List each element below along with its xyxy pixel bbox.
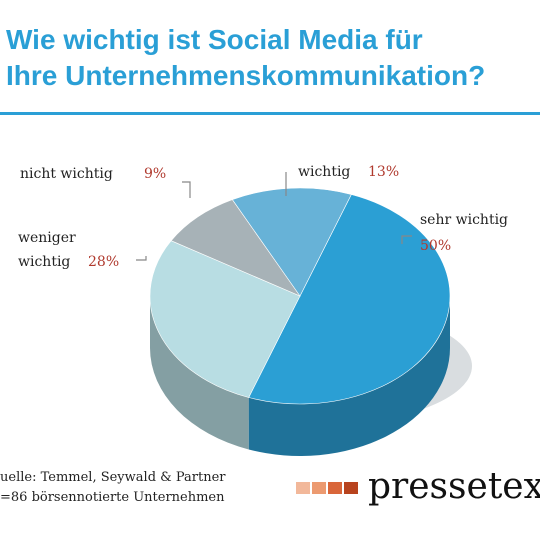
brand-square — [344, 482, 358, 494]
label-nicht-wichtig: nicht wichtig — [20, 166, 113, 182]
pie-slice-wichtig — [231, 187, 352, 297]
value-nicht-wichtig: 9% — [144, 166, 166, 182]
chart-title: Wie wichtig ist Social Media für Ihre Un… — [6, 22, 540, 94]
value-wichtig: 13% — [368, 164, 399, 180]
leader-weniger-wichtig — [136, 256, 147, 261]
title-divider — [0, 112, 540, 115]
label-sehr-wichtig: sehr wichtig — [420, 212, 508, 228]
title-line-1: Wie wichtig ist Social Media für — [6, 24, 423, 55]
sample-line: =86 börsennotierte Unternehmen — [0, 490, 225, 505]
label-weniger-wichtig-b: wichtig — [18, 254, 70, 270]
pie-slice-sehr-wichtig — [248, 194, 451, 405]
pie-side-sehr-wichtig — [248, 296, 450, 456]
brand-square — [312, 482, 326, 494]
brand-squares — [296, 482, 358, 494]
brand-logo: pressetex — [368, 466, 540, 507]
title-line-2: Ihre Unternehmenskommunikation? — [6, 60, 486, 91]
label-weniger-wichtig-a: weniger — [18, 230, 76, 246]
label-wichtig: wichtig — [298, 164, 350, 180]
leader-sehr-wichtig — [401, 235, 412, 244]
pie-side-weniger-wichtig — [150, 296, 249, 450]
pie-slice-nicht-wichtig — [170, 199, 301, 297]
value-weniger-wichtig: 28% — [88, 254, 119, 270]
brand-square — [296, 482, 310, 494]
pie-slice-weniger-wichtig — [149, 240, 301, 398]
leader-nicht-wichtig — [182, 181, 191, 198]
source-line: uelle: Temmel, Seywald & Partner — [0, 470, 226, 485]
pie-sides — [150, 296, 450, 456]
brand-square — [328, 482, 342, 494]
value-sehr-wichtig: 50% — [420, 238, 451, 254]
